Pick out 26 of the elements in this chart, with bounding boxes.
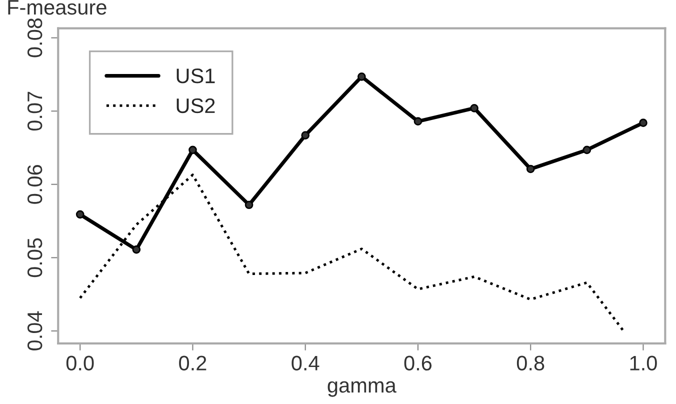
point xyxy=(470,104,478,112)
y-tick-label: 0.05 xyxy=(27,238,42,278)
point xyxy=(244,200,254,210)
point xyxy=(188,146,197,154)
point xyxy=(132,245,141,254)
point xyxy=(414,117,422,126)
point xyxy=(582,146,592,154)
y-axis-title: F-measure xyxy=(8,0,106,15)
y-tick-label: 0.07 xyxy=(27,92,42,131)
x-axis-title: gamma xyxy=(328,381,396,397)
point xyxy=(76,210,84,219)
y-tick-label: 0.08 xyxy=(27,18,42,58)
point xyxy=(357,72,366,81)
x-tick-label: 0.6 xyxy=(404,356,432,371)
point xyxy=(639,118,648,127)
x-tick-label: 0.2 xyxy=(179,356,206,371)
x-tick-label: 0.4 xyxy=(292,356,320,371)
legend-label: US2 xyxy=(176,98,215,114)
point xyxy=(301,131,310,140)
x-tick-label: 1.0 xyxy=(630,356,657,371)
y-tick-label: 0.04 xyxy=(27,311,42,350)
y-tick-label: 0.06 xyxy=(27,165,42,204)
x-tick-label: 0.8 xyxy=(516,356,544,371)
point xyxy=(526,164,535,174)
x-tick-label: 0.0 xyxy=(66,356,94,371)
legend-label: US1 xyxy=(176,68,215,84)
